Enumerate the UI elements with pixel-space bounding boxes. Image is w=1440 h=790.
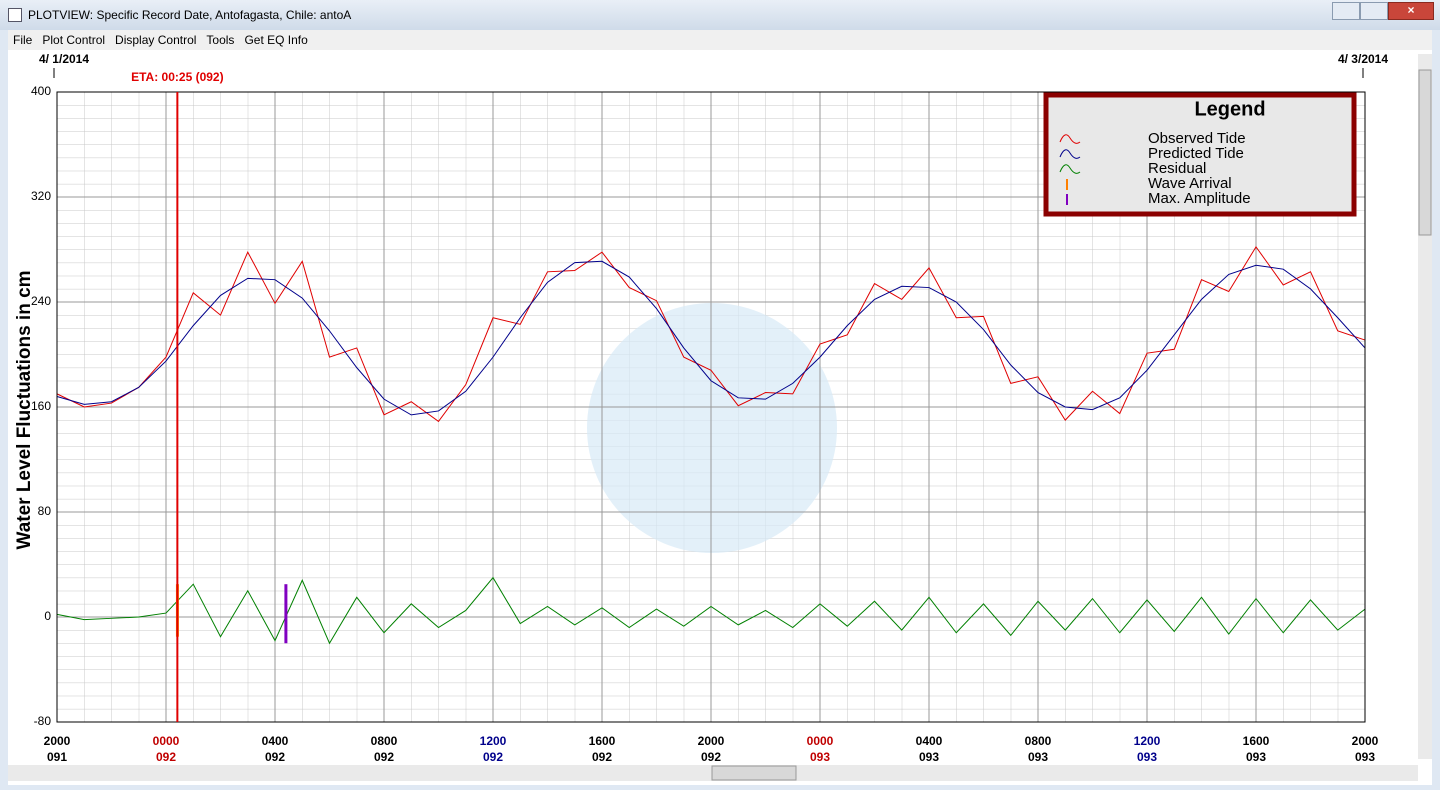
x-tick-label: 1200 xyxy=(1134,734,1161,748)
x-tick-day: 092 xyxy=(701,750,721,764)
x-tick-day: 091 xyxy=(47,750,67,764)
maximize-button[interactable] xyxy=(1360,2,1388,20)
x-tick-label: 1600 xyxy=(1243,734,1270,748)
x-tick-label: 2000 xyxy=(698,734,725,748)
x-tick-day: 092 xyxy=(592,750,612,764)
minimize-button[interactable] xyxy=(1332,2,1360,20)
y-tick-label: 400 xyxy=(31,84,51,98)
legend-swatch xyxy=(1059,164,1081,174)
menu-item[interactable]: Display Control xyxy=(115,33,197,47)
series-line xyxy=(56,260,1366,416)
menu-item[interactable]: File xyxy=(13,33,33,47)
y-axis-label: Water Level Fluctuations in cm xyxy=(14,270,35,549)
horizontal-scroll-thumb[interactable] xyxy=(711,765,797,781)
x-tick-day: 092 xyxy=(374,750,394,764)
x-tick-day: 093 xyxy=(1028,750,1048,764)
x-tick-day: 093 xyxy=(919,750,939,764)
x-tick-label: 0000 xyxy=(153,734,180,748)
menu-item[interactable]: Tools xyxy=(206,33,235,47)
x-tick-day: 092 xyxy=(265,750,285,764)
x-tick-day: 092 xyxy=(156,750,176,764)
x-tick-day: 093 xyxy=(1246,750,1266,764)
title-bar: PLOTVIEW: Specific Record Date, Antofaga… xyxy=(0,0,1440,30)
x-tick-day: 092 xyxy=(483,750,503,764)
legend-label: Wave Arrival xyxy=(1148,175,1232,192)
app-icon xyxy=(8,8,22,22)
legend-box xyxy=(1043,92,1357,217)
series-line xyxy=(56,245,1366,423)
legend-swatch xyxy=(1059,149,1081,159)
legend-label: Residual xyxy=(1148,160,1206,177)
watermark xyxy=(587,303,837,553)
window-title: PLOTVIEW: Specific Record Date, Antofaga… xyxy=(28,8,352,22)
x-tick-label: 0400 xyxy=(262,734,289,748)
y-tick-label: -80 xyxy=(34,714,52,728)
menu-item[interactable]: Plot Control xyxy=(42,33,106,47)
legend-label: Observed Tide xyxy=(1148,130,1246,147)
legend-label: Max. Amplitude xyxy=(1148,190,1251,207)
x-tick-label: 2000 xyxy=(44,734,71,748)
x-tick-label: 1600 xyxy=(589,734,616,748)
series-line xyxy=(56,576,1366,645)
legend-label: Predicted Tide xyxy=(1148,145,1244,162)
y-tick-label: 80 xyxy=(38,504,52,518)
close-button[interactable]: × xyxy=(1388,2,1434,20)
x-tick-label: 2000 xyxy=(1352,734,1379,748)
x-tick-day: 093 xyxy=(810,750,830,764)
x-tick-label: 1200 xyxy=(480,734,507,748)
y-tick-label: 160 xyxy=(31,399,51,413)
vertical-scroll-thumb[interactable] xyxy=(1418,69,1432,236)
legend-swatch xyxy=(1059,134,1081,144)
x-tick-label: 0400 xyxy=(916,734,943,748)
eta-label: ETA: 00:25 (092) xyxy=(131,70,223,84)
x-tick-day: 093 xyxy=(1137,750,1157,764)
chart: Water Level Fluctuations in cm 4/ 1/2014… xyxy=(8,50,1432,785)
plot-frame xyxy=(56,91,1366,723)
x-tick-label: 0800 xyxy=(1025,734,1052,748)
menu-bar: File Plot Control Display Control Tools Get … xyxy=(8,30,1432,50)
x-tick-label: 0800 xyxy=(371,734,398,748)
menu-item[interactable]: Get EQ Info xyxy=(244,33,308,47)
end-date: 4/ 3/2014 xyxy=(1338,52,1388,66)
start-date: 4/ 1/2014 xyxy=(39,52,89,66)
legend-title: Legend xyxy=(1194,98,1265,120)
x-tick-day: 093 xyxy=(1355,750,1375,764)
x-tick-label: 0000 xyxy=(807,734,834,748)
y-tick-label: 240 xyxy=(31,294,51,308)
y-tick-label: 0 xyxy=(44,609,51,623)
y-tick-label: 320 xyxy=(31,189,51,203)
